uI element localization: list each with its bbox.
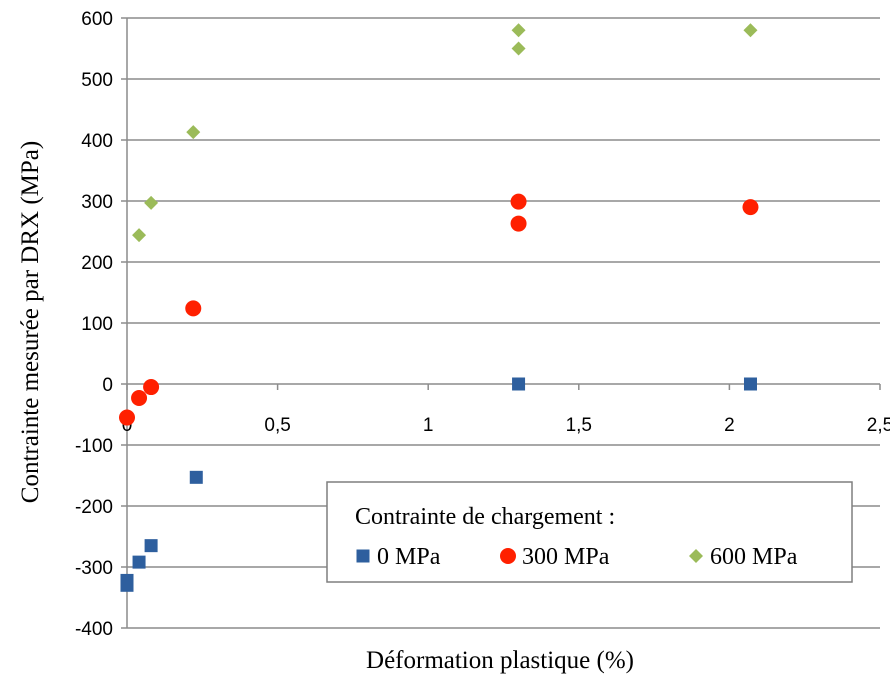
data-point: [189, 470, 203, 484]
y-tick-label: -200: [75, 497, 113, 518]
data-point: [510, 193, 527, 210]
legend-marker: [500, 548, 516, 564]
legend-marker: [689, 549, 703, 563]
data-point: [144, 195, 159, 210]
y-tick-label: -400: [75, 619, 113, 640]
y-tick-label: 600: [81, 9, 113, 30]
data-point: [131, 390, 148, 407]
x-tick-label: 0,5: [264, 415, 290, 436]
y-tick-label: -300: [75, 558, 113, 579]
x-tick-labels: 00,511,522,5: [122, 415, 890, 436]
y-tick-label: 400: [81, 131, 113, 152]
data-point: [743, 23, 758, 38]
data-point: [132, 228, 147, 243]
legend-marker: [356, 549, 370, 563]
y-tick-label: 300: [81, 192, 113, 213]
data-point: [511, 41, 526, 56]
data-point: [742, 199, 759, 216]
x-tick-label: 1: [423, 415, 434, 436]
data-points: [119, 23, 759, 592]
legend: Contrainte de chargement : 0 MPa 300 MPa 6…: [326, 481, 853, 583]
x-tick-label: 2,5: [867, 415, 890, 436]
legend-item: 300 MPa: [500, 544, 610, 570]
y-tick-label: 200: [81, 253, 113, 274]
x-axis-label: Déformation plastique (%): [366, 647, 634, 674]
data-point: [512, 377, 526, 391]
x-tick-label: 1,5: [566, 415, 592, 436]
series-diamond: [132, 23, 758, 243]
x-tick-label: 2: [724, 415, 735, 436]
legend-label: 600 MPa: [710, 544, 798, 570]
legend-label: 0 MPa: [377, 544, 441, 570]
y-tick-label: 0: [102, 375, 113, 396]
series-square: [120, 377, 757, 592]
y-tick-labels: 600 500 400 300 200 100 0 -100 -200 -300 -400: [75, 9, 113, 640]
data-point: [132, 555, 146, 569]
legend-label: 300 MPa: [522, 544, 610, 570]
y-axis-label: Contrainte mesurée par DRX (MPa): [17, 141, 44, 503]
data-point: [120, 578, 134, 592]
legend-item: 0 MPa: [356, 544, 441, 570]
data-point: [510, 215, 527, 232]
y-tick-label: -100: [75, 436, 113, 457]
data-point: [185, 300, 202, 317]
data-point: [144, 539, 158, 553]
legend-title: Contrainte de chargement :: [355, 504, 615, 530]
data-point: [186, 125, 201, 140]
data-point: [143, 379, 160, 396]
data-point: [511, 23, 526, 38]
legend-box: [326, 481, 853, 583]
y-tick-label: 500: [81, 70, 113, 91]
data-point: [743, 377, 757, 391]
legend-items: 0 MPa 300 MPa 600 MPa: [356, 544, 798, 570]
series-circle: [119, 193, 759, 426]
legend-item: 600 MPa: [689, 544, 798, 570]
data-point: [119, 409, 135, 426]
y-tick-label: 100: [81, 314, 113, 335]
